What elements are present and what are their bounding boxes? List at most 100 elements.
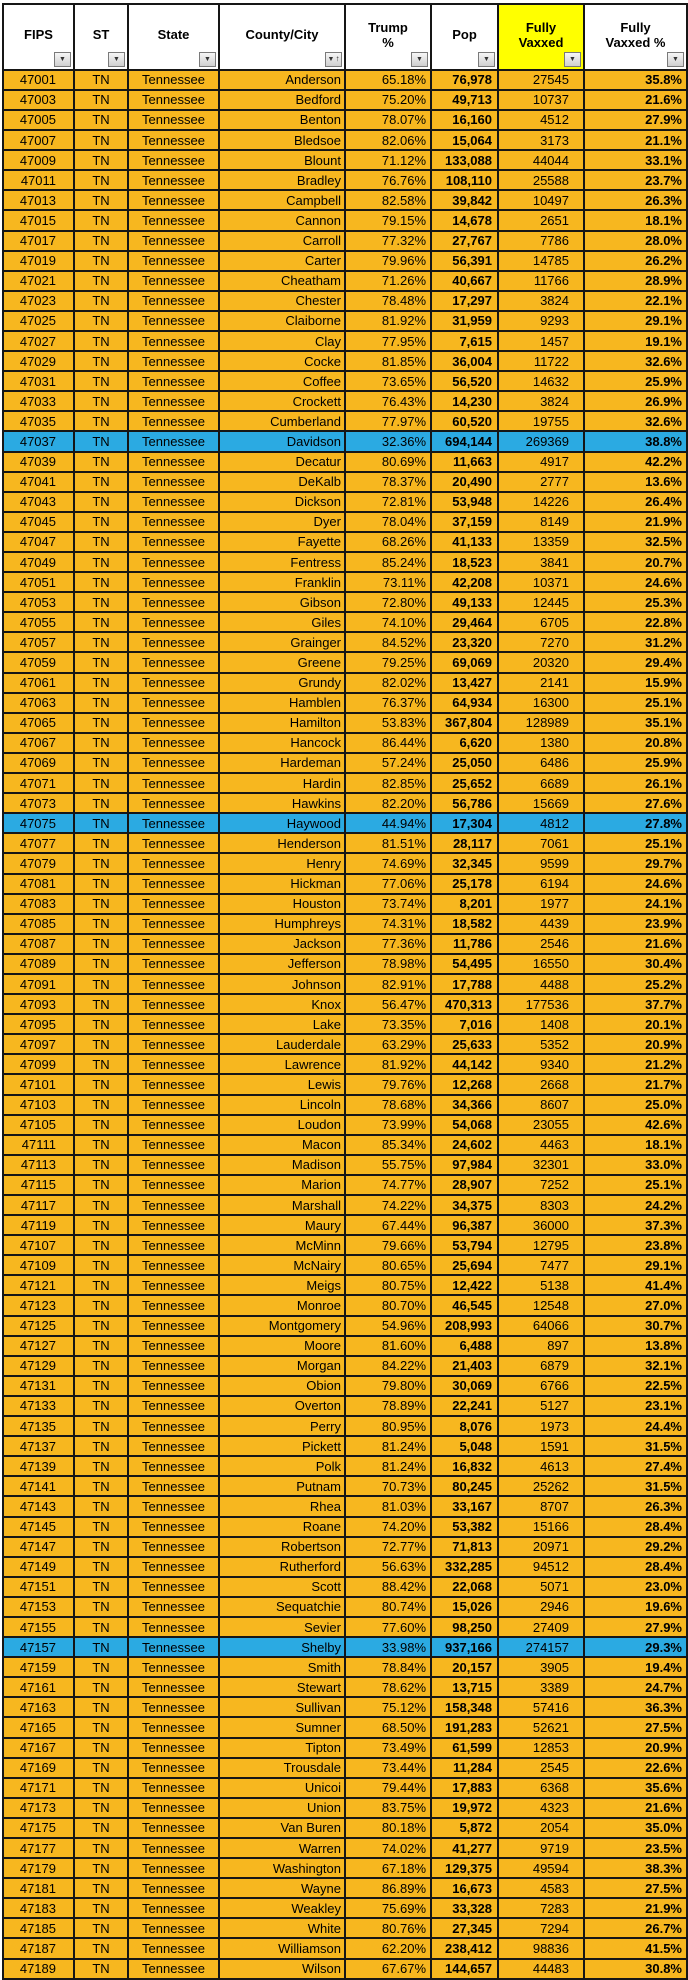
county-cell[interactable]: Bedford	[218, 88, 346, 111]
state-name-cell[interactable]: Tennessee	[127, 1836, 220, 1860]
fully-vaxxed-cell[interactable]: 4439	[497, 912, 585, 935]
state-name-cell[interactable]: Tennessee	[127, 852, 220, 875]
fully-vaxxed-pct-cell[interactable]: 25.1%	[583, 832, 688, 855]
pop-cell[interactable]: 30,069	[430, 1374, 499, 1397]
fips-cell[interactable]: 47023	[2, 289, 75, 312]
fully-vaxxed-cell[interactable]: 11766	[497, 269, 585, 292]
fully-vaxxed-pct-cell[interactable]: 31.5%	[583, 1435, 688, 1458]
fips-cell[interactable]: 47105	[2, 1113, 75, 1136]
fully-vaxxed-cell[interactable]: 13359	[497, 530, 585, 554]
pop-cell[interactable]: 144,657	[430, 1957, 499, 1980]
county-cell[interactable]: Houston	[218, 892, 346, 915]
pop-cell[interactable]: 76,978	[430, 68, 499, 91]
state-name-cell[interactable]: Tennessee	[127, 1093, 220, 1116]
trump-pct-cell[interactable]: 84.52%	[344, 631, 432, 654]
county-cell[interactable]: Roane	[218, 1515, 346, 1538]
state-abbr-cell[interactable]: TN	[73, 350, 129, 373]
state-abbr-cell[interactable]: TN	[73, 1676, 129, 1699]
fully-vaxxed-pct-cell[interactable]: 23.9%	[583, 912, 688, 935]
state-name-cell[interactable]: Tennessee	[127, 591, 220, 614]
fips-cell[interactable]: 47067	[2, 731, 75, 754]
county-cell[interactable]: Henderson	[218, 832, 346, 855]
fips-cell[interactable]: 47165	[2, 1716, 75, 1739]
trump-pct-cell[interactable]: 74.02%	[344, 1836, 432, 1860]
fips-cell[interactable]: 47061	[2, 671, 75, 694]
fully-vaxxed-cell[interactable]: 2668	[497, 1073, 585, 1096]
fips-cell[interactable]: 47029	[2, 350, 75, 373]
trump-pct-cell[interactable]: 79.96%	[344, 249, 432, 272]
fips-cell[interactable]: 47155	[2, 1615, 75, 1639]
state-abbr-cell[interactable]: TN	[73, 470, 129, 493]
fully-vaxxed-cell[interactable]: 6194	[497, 872, 585, 895]
pop-cell[interactable]: 694,144	[430, 430, 499, 453]
fully-vaxxed-pct-cell[interactable]: 21.1%	[583, 129, 688, 152]
fully-vaxxed-pct-cell[interactable]: 25.0%	[583, 1093, 688, 1116]
fips-cell[interactable]: 47045	[2, 510, 75, 533]
state-abbr-cell[interactable]: TN	[73, 1133, 129, 1156]
trump-pct-cell[interactable]: 73.49%	[344, 1736, 432, 1759]
state-name-cell[interactable]: Tennessee	[127, 651, 220, 674]
fips-cell[interactable]: 47083	[2, 892, 75, 915]
fully-vaxxed-pct-cell[interactable]: 28.9%	[583, 269, 688, 292]
fips-cell[interactable]: 47111	[2, 1133, 75, 1156]
fully-vaxxed-pct-cell[interactable]: 25.9%	[583, 370, 688, 393]
state-abbr-cell[interactable]: TN	[73, 1877, 129, 1900]
fips-cell[interactable]: 47167	[2, 1736, 75, 1759]
fully-vaxxed-pct-cell[interactable]: 18.1%	[583, 209, 688, 232]
state-abbr-cell[interactable]: TN	[73, 390, 129, 413]
fully-vaxxed-pct-cell[interactable]: 27.6%	[583, 792, 688, 815]
county-cell[interactable]: Marion	[218, 1173, 346, 1197]
fully-vaxxed-pct-cell[interactable]: 23.8%	[583, 1234, 688, 1257]
fully-vaxxed-cell[interactable]: 64066	[497, 1314, 585, 1337]
state-name-cell[interactable]: Tennessee	[127, 149, 220, 172]
trump-pct-cell[interactable]: 76.76%	[344, 169, 432, 192]
fully-vaxxed-pct-cell[interactable]: 25.1%	[583, 1173, 688, 1197]
state-abbr-cell[interactable]: TN	[73, 751, 129, 775]
trump-pct-cell[interactable]: 88.42%	[344, 1575, 432, 1598]
pop-cell[interactable]: 14,678	[430, 209, 499, 232]
pop-cell[interactable]: 11,663	[430, 450, 499, 473]
pop-cell[interactable]: 5,048	[430, 1435, 499, 1458]
fips-cell[interactable]: 47075	[2, 812, 75, 835]
pop-cell[interactable]: 18,582	[430, 912, 499, 935]
state-name-cell[interactable]: Tennessee	[127, 711, 220, 734]
pop-cell[interactable]: 17,297	[430, 289, 499, 312]
trump-pct-cell[interactable]: 67.18%	[344, 1857, 432, 1880]
fips-cell[interactable]: 47079	[2, 852, 75, 875]
fips-cell[interactable]: 47099	[2, 1053, 75, 1076]
state-name-cell[interactable]: Tennessee	[127, 450, 220, 473]
trump-pct-cell[interactable]: 78.84%	[344, 1656, 432, 1679]
fully-vaxxed-pct-cell[interactable]: 24.2%	[583, 1193, 688, 1217]
state-abbr-cell[interactable]: TN	[73, 651, 129, 674]
fips-cell[interactable]: 47077	[2, 832, 75, 855]
fully-vaxxed-cell[interactable]: 23055	[497, 1113, 585, 1136]
fully-vaxxed-cell[interactable]: 10737	[497, 88, 585, 111]
state-abbr-cell[interactable]: TN	[73, 108, 129, 132]
trump-pct-cell[interactable]: 74.69%	[344, 852, 432, 875]
pop-cell[interactable]: 24,602	[430, 1133, 499, 1156]
county-cell[interactable]: Fayette	[218, 530, 346, 554]
county-cell[interactable]: Anderson	[218, 68, 346, 91]
fully-vaxxed-pct-cell[interactable]: 26.1%	[583, 772, 688, 795]
fully-vaxxed-cell[interactable]: 14226	[497, 490, 585, 513]
state-name-cell[interactable]: Tennessee	[127, 972, 220, 996]
fully-vaxxed-pct-cell[interactable]: 20.9%	[583, 1033, 688, 1056]
fips-cell[interactable]: 47009	[2, 149, 75, 172]
state-name-cell[interactable]: Tennessee	[127, 530, 220, 554]
fips-cell[interactable]: 47187	[2, 1937, 75, 1960]
state-name-cell[interactable]: Tennessee	[127, 1696, 220, 1719]
fully-vaxxed-pct-cell[interactable]: 13.6%	[583, 470, 688, 493]
fully-vaxxed-cell[interactable]: 4488	[497, 972, 585, 996]
state-name-cell[interactable]: Tennessee	[127, 1133, 220, 1156]
county-cell[interactable]: Morgan	[218, 1354, 346, 1377]
state-name-cell[interactable]: Tennessee	[127, 1816, 220, 1840]
fully-vaxxed-cell[interactable]: 6705	[497, 611, 585, 634]
trump-pct-cell[interactable]: 73.99%	[344, 1113, 432, 1136]
trump-pct-cell[interactable]: 78.37%	[344, 470, 432, 493]
state-abbr-cell[interactable]: TN	[73, 1153, 129, 1176]
state-name-cell[interactable]: Tennessee	[127, 1435, 220, 1458]
fully-vaxxed-pct-cell[interactable]: 24.6%	[583, 571, 688, 594]
fips-cell[interactable]: 47013	[2, 189, 75, 212]
trump-pct-cell[interactable]: 81.60%	[344, 1334, 432, 1357]
fips-cell[interactable]: 47143	[2, 1495, 75, 1518]
